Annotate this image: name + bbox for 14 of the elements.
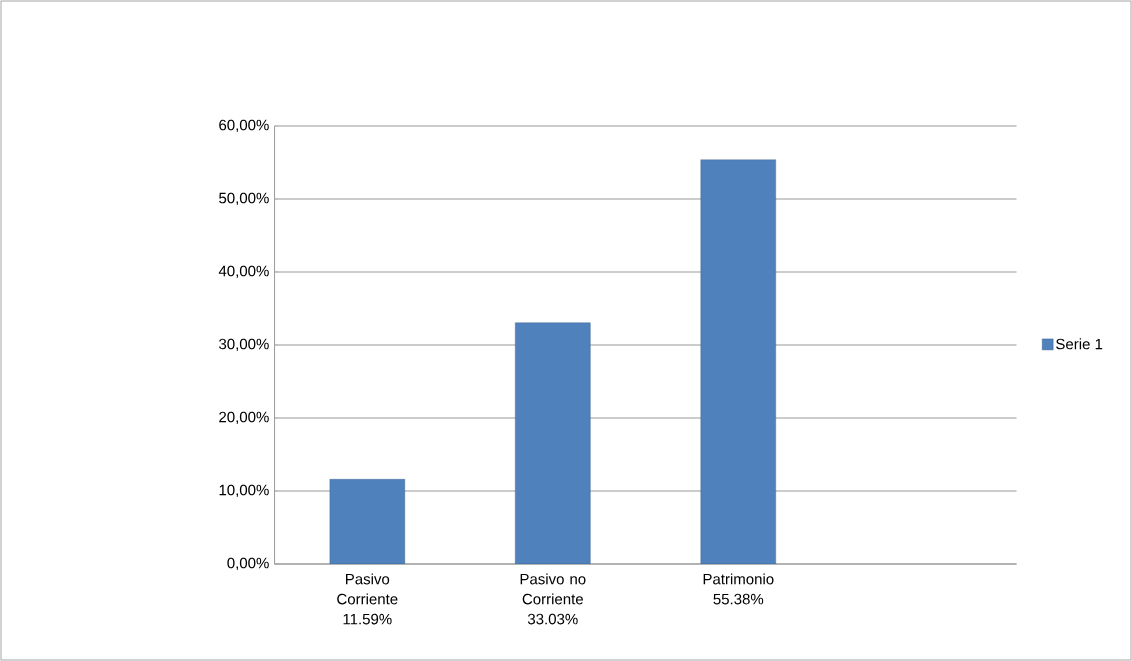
y-tick-label: 40,00% (218, 265, 269, 279)
bar (515, 322, 591, 564)
y-tick-label: 10,00% (219, 484, 269, 498)
legend-label: Serie 1 (1056, 338, 1103, 350)
x-tick-label: Pasivo no Corriente 33.03% (520, 573, 586, 625)
y-tick-label: 50,00% (219, 192, 269, 206)
y-tick-label: 30,00% (219, 338, 269, 352)
x-tick-label: Pasivo Corriente 11.59% (337, 573, 398, 625)
y-tick-label: 20,00% (219, 411, 269, 425)
bar (329, 479, 405, 564)
bar (700, 159, 776, 564)
y-tick-label: 60,00% (219, 119, 269, 133)
x-tick-label: Patrimonio 55.38% (703, 573, 774, 605)
y-tick-label: 0,00% (227, 557, 269, 571)
